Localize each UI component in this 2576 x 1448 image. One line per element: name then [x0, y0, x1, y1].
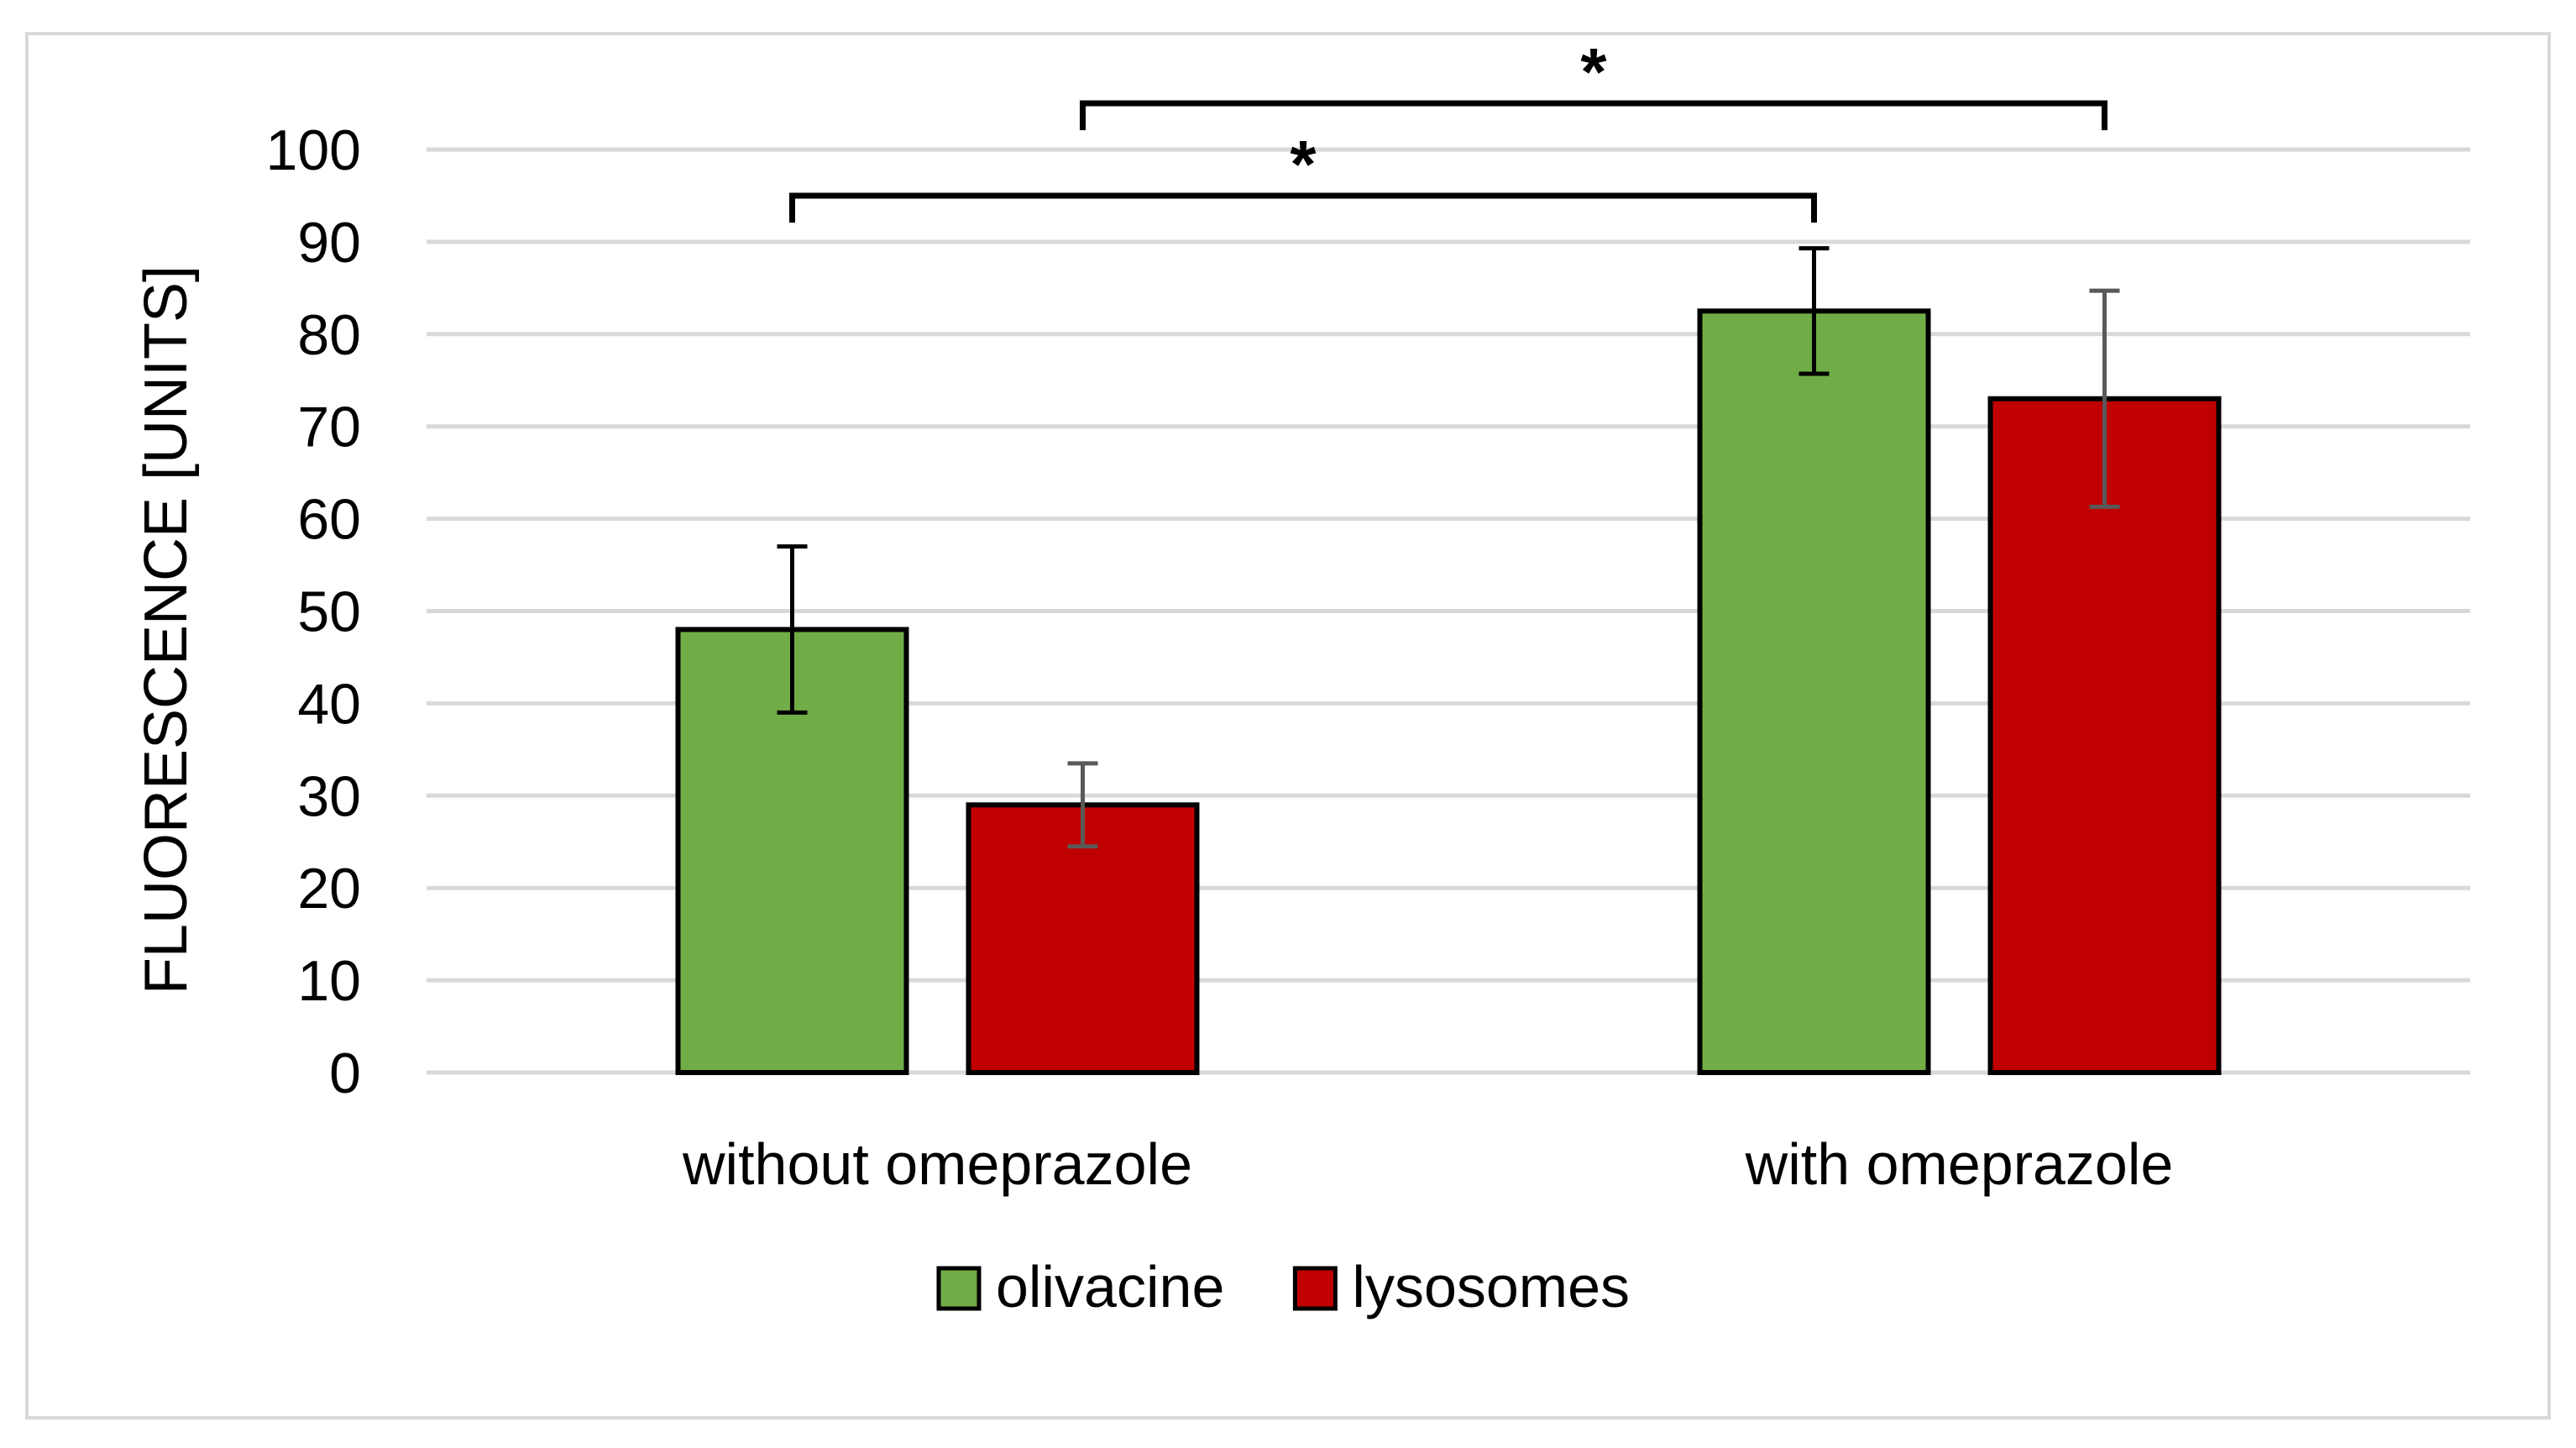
- legend: olivacine lysosomes: [936, 1254, 1630, 1319]
- y-tick-label-0: 0: [329, 1041, 361, 1105]
- y-tick-label-100: 100: [266, 118, 361, 182]
- x-axis-category-labels: without omeprazole with omeprazole: [682, 1131, 2173, 1197]
- y-tick-label-40: 40: [297, 672, 361, 736]
- error-bar-olivacine-with-omeprazole: [1798, 246, 1830, 376]
- significance-bracket-2: *: [1080, 34, 2107, 131]
- y-axis-tick-labels: 0 10 20 30 40 50 60 70 80 90 100: [266, 118, 361, 1105]
- error-bar-olivacine-without-omeprazole: [777, 544, 808, 715]
- significance-star: *: [1290, 127, 1317, 202]
- y-tick-label-80: 80: [297, 303, 361, 367]
- legend-label-lysosomes: lysosomes: [1352, 1254, 1630, 1319]
- bracket-line: [1080, 100, 2107, 131]
- y-tick-label-10: 10: [297, 949, 361, 1013]
- y-tick-label-90: 90: [297, 211, 361, 275]
- bar-lysosomes-with-omeprazole: [1987, 396, 2222, 1076]
- significance-bracket-1: *: [789, 127, 1817, 223]
- bar-lysosomes-without-omeprazole: [966, 802, 1200, 1075]
- error-bar-lysosomes-with-omeprazole: [2089, 288, 2120, 509]
- y-tick-label-20: 20: [297, 857, 361, 921]
- bracket-line: [789, 192, 1817, 223]
- legend-item-olivacine: olivacine: [936, 1254, 1224, 1319]
- y-tick-label-50: 50: [297, 580, 361, 644]
- y-axis-label: FLUORESCENCE [UNITS]: [133, 265, 200, 994]
- y-tick-label-70: 70: [297, 396, 361, 459]
- y-tick-label-30: 30: [297, 764, 361, 828]
- legend-swatch-lysosomes: [1292, 1266, 1338, 1311]
- legend-label-olivacine: olivacine: [996, 1254, 1224, 1319]
- significance-brackets: **: [789, 34, 2107, 223]
- legend-swatch-olivacine: [936, 1266, 982, 1311]
- y-tick-label-60: 60: [297, 488, 361, 552]
- error-bar-lysosomes-without-omeprazole: [1067, 761, 1098, 849]
- error-bars: [777, 246, 2120, 849]
- x-category-label-without-omeprazole: without omeprazole: [682, 1131, 1192, 1197]
- significance-star: *: [1580, 34, 1607, 109]
- bar-olivacine-with-omeprazole: [1697, 308, 1931, 1075]
- x-category-label-with-omeprazole: with omeprazole: [1745, 1131, 2174, 1197]
- legend-item-lysosomes: lysosomes: [1292, 1254, 1630, 1319]
